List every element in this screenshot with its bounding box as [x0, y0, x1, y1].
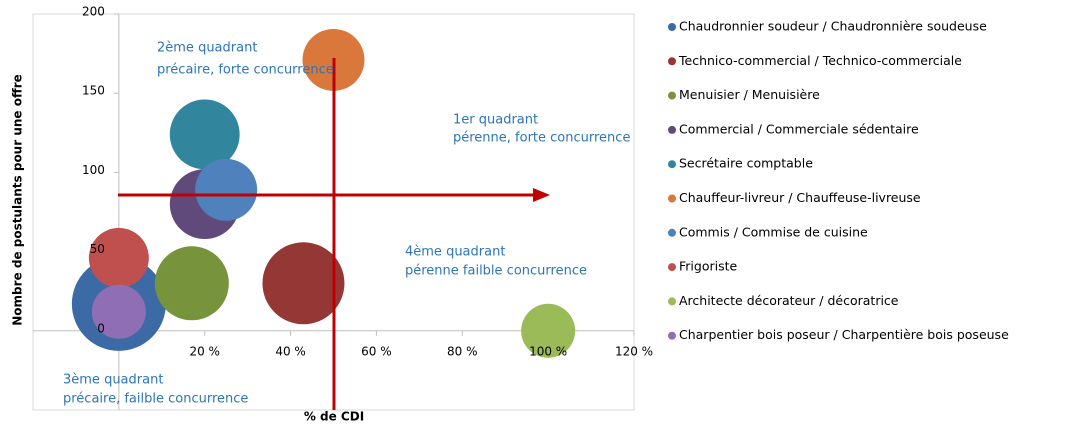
legend-label: Menuisier / Menuisière	[679, 87, 820, 102]
x-tick-label: 40 %	[275, 344, 306, 358]
legend-marker	[668, 331, 676, 340]
legend-label: Chauffeur-livreur / Chauffeuse-livreuse	[679, 190, 921, 205]
legend-label: Frigoriste	[679, 259, 738, 274]
annotation: pérenne failble concurrence	[405, 264, 587, 279]
annotation: pérenne, forte concurrence	[453, 131, 630, 146]
y-tick-label: 150	[82, 84, 105, 98]
bubble	[262, 242, 345, 325]
legend-marker	[668, 91, 676, 100]
legend-label: Commis / Commise de cuisine	[679, 224, 868, 239]
annotation: 1er quadrant	[453, 113, 538, 128]
annotation: précaire, failble concurrence	[63, 392, 248, 407]
y-axis-title: Nombre de postulants pour une offre	[11, 74, 25, 325]
y-tick-label: 50	[90, 242, 105, 256]
x-tick-label: 60 %	[361, 344, 392, 358]
legend-label: Chaudronnier soudeur / Chaudronnière sou…	[679, 19, 987, 34]
bubble	[521, 303, 576, 358]
x-tick-label: 80 %	[447, 344, 478, 358]
legend-marker	[668, 263, 676, 272]
y-tick-label: 100	[82, 163, 105, 177]
legend-label: Technico-commercial / Technico-commercia…	[678, 53, 962, 68]
legend-marker	[668, 194, 676, 203]
bubble	[91, 284, 146, 339]
bubble	[195, 158, 258, 221]
annotation: 3ème quadrant	[63, 373, 163, 388]
legend-marker	[668, 297, 676, 306]
legend-label: Charpentier bois poseur / Charpentière b…	[679, 327, 1009, 342]
legend-marker	[668, 125, 676, 134]
bubble	[154, 246, 229, 321]
legend-label: Architecte décorateur / décoratrice	[679, 293, 899, 308]
x-tick-label: 20 %	[189, 344, 220, 358]
x-axis-title: % de CDI	[304, 410, 364, 424]
x-tick-label: 100 %	[529, 344, 567, 358]
legend-marker	[668, 160, 676, 169]
bubble	[169, 99, 240, 170]
annotation: précaire, forte concurrence	[157, 63, 334, 78]
x-tick-label: 120 %	[615, 344, 653, 358]
y-tick-label: 0	[97, 321, 105, 335]
legend-marker	[668, 23, 676, 31]
arrow-head	[533, 188, 550, 202]
legend-label: Secrétaire comptable	[679, 156, 813, 171]
y-tick-label: 200	[82, 5, 105, 19]
annotation: 2ème quadrant	[157, 41, 257, 56]
legend-marker	[668, 228, 676, 237]
legend-marker	[668, 57, 676, 66]
legend-label: Commercial / Commerciale sédentaire	[679, 121, 919, 136]
bubble	[88, 227, 149, 288]
annotation: 4ème quadrant	[405, 245, 505, 260]
